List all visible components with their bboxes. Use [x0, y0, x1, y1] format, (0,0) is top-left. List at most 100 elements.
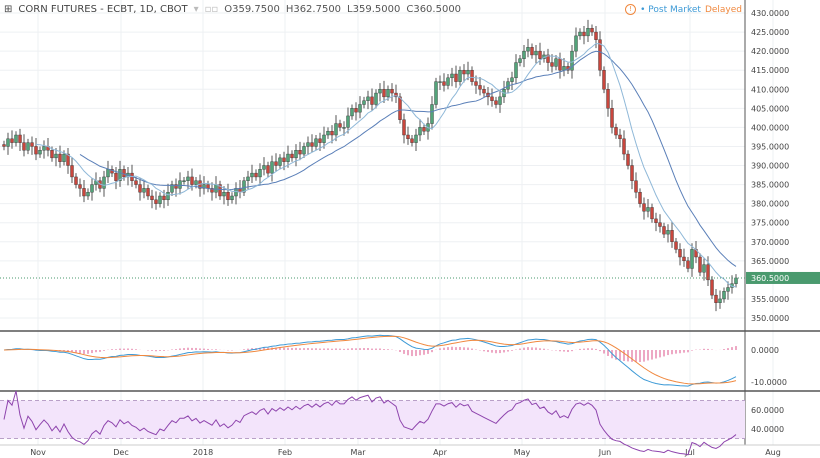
time-tick-label: May — [514, 448, 531, 457]
candle — [38, 146, 42, 158]
candle-body — [510, 77, 514, 82]
candle — [66, 147, 70, 174]
candle-body — [578, 31, 582, 37]
candle-body — [222, 191, 226, 197]
candle — [550, 54, 554, 73]
candle — [502, 80, 506, 103]
candle-body — [602, 69, 606, 90]
price-tick-label: 415.0000 — [751, 66, 789, 75]
candle-body — [554, 58, 558, 67]
candle-body — [54, 153, 58, 159]
candle-body — [682, 256, 686, 262]
candle-body — [326, 130, 330, 136]
candle-body — [26, 142, 30, 151]
price-tick-label: 395.0000 — [751, 142, 789, 151]
candle-body — [498, 96, 502, 105]
candle-body — [14, 134, 18, 143]
candle — [694, 240, 698, 264]
chevron-down-icon[interactable]: ▾ — [193, 4, 199, 15]
candle-body — [162, 195, 166, 201]
candle-body — [550, 62, 554, 67]
candle — [18, 128, 22, 152]
candle — [686, 257, 690, 273]
candle — [670, 221, 674, 248]
candle — [338, 119, 342, 132]
candle-body — [402, 119, 406, 136]
candle — [26, 138, 30, 155]
price-tick-label: 400.0000 — [751, 123, 789, 132]
candle — [530, 43, 534, 59]
candle — [218, 180, 222, 200]
candle — [334, 115, 338, 142]
candle — [474, 75, 478, 94]
price-tick-label: 405.0000 — [751, 104, 789, 113]
candle-body — [718, 298, 722, 303]
candle-body — [22, 142, 26, 151]
candle-body — [42, 146, 46, 151]
candle-body — [706, 264, 710, 281]
candle — [706, 256, 710, 286]
candle — [310, 134, 314, 153]
price-tick-label: 350.0000 — [751, 314, 789, 323]
candle-body — [350, 108, 354, 117]
candle-body — [234, 188, 238, 197]
candle — [434, 77, 438, 109]
candle — [666, 224, 670, 243]
candle-body — [478, 85, 482, 90]
candle-body — [290, 153, 294, 159]
candle-body — [62, 153, 66, 162]
alert-icon[interactable]: ! — [625, 4, 637, 15]
candle-body — [106, 169, 110, 178]
candle — [306, 136, 310, 155]
price-tick-label: 370.0000 — [751, 238, 789, 247]
candle — [154, 191, 158, 210]
symbol-title[interactable]: CORN FUTURES - ECBT, 1D, CBOT — [18, 4, 188, 15]
settings-icon[interactable]: ▫▫ — [204, 4, 219, 15]
candle-body — [722, 291, 726, 300]
candle-body — [102, 176, 106, 189]
candle — [638, 188, 642, 208]
candle-body — [698, 256, 702, 273]
market-status: ! • Post Market Delayed — [625, 4, 742, 15]
candle-body — [6, 138, 10, 147]
candle — [658, 214, 662, 233]
candle — [390, 83, 394, 102]
candle — [718, 290, 722, 309]
candle-body — [642, 203, 646, 212]
candle — [158, 192, 162, 208]
candle — [258, 163, 262, 186]
candle — [286, 145, 290, 168]
candle-body — [86, 191, 90, 197]
candle — [594, 25, 598, 49]
last-price-badge — [746, 271, 820, 284]
candle-body — [314, 138, 318, 147]
candle — [326, 127, 330, 139]
candle-body — [674, 241, 678, 250]
price-tick-label: 390.0000 — [751, 162, 789, 171]
time-tick-label: Jul — [684, 448, 695, 457]
chart-header: ⊞ CORN FUTURES - ECBT, 1D, CBOT ▾ ▫▫ O35… — [4, 4, 461, 15]
candle — [510, 71, 514, 91]
candle — [382, 80, 386, 103]
candle-body — [546, 54, 550, 63]
candle-body — [610, 108, 614, 128]
expand-icon[interactable]: ⊞ — [4, 4, 13, 15]
candle-body — [462, 69, 466, 75]
candle-body — [78, 184, 82, 189]
price-tick-label: 430.0000 — [751, 9, 789, 18]
candle — [278, 154, 282, 170]
rsi-band — [0, 400, 745, 439]
candle-body — [406, 134, 410, 140]
candle — [70, 157, 74, 184]
candle-body — [398, 96, 402, 120]
candle-body — [374, 92, 378, 105]
candle-body — [658, 222, 662, 227]
candle-body — [254, 172, 258, 178]
candle — [470, 66, 474, 86]
candle — [722, 287, 726, 303]
candle — [250, 164, 254, 184]
candle — [138, 178, 142, 201]
candle-body — [530, 47, 534, 56]
